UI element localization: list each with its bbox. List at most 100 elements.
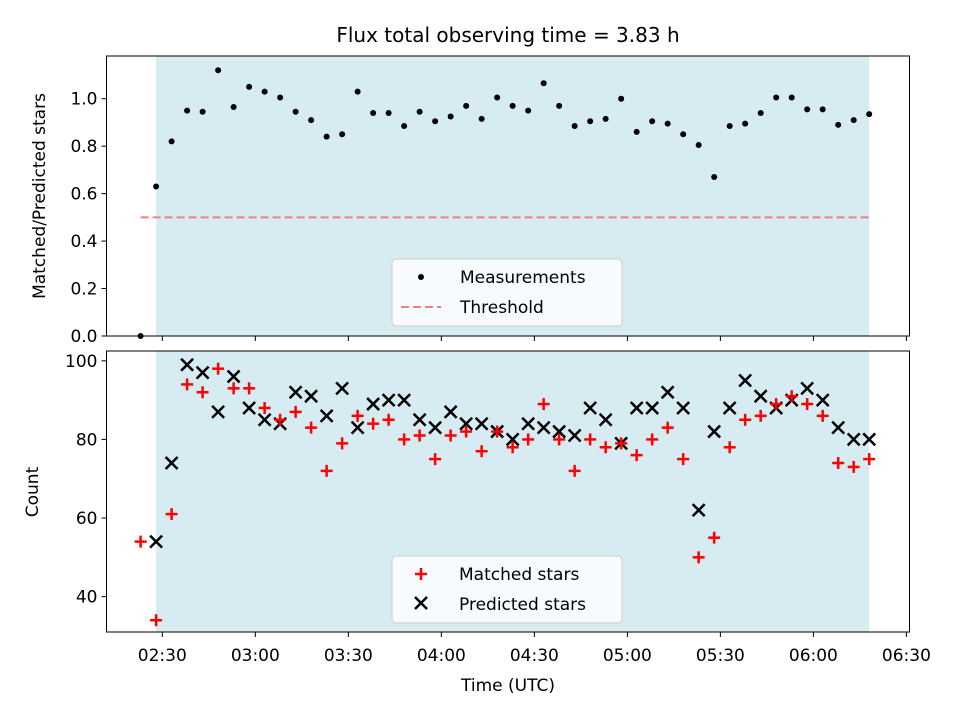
predicted-star-point bbox=[195, 365, 210, 380]
predicted-star-point bbox=[211, 405, 225, 419]
matched-star-point bbox=[165, 508, 178, 521]
measurement-point bbox=[726, 123, 733, 129]
predicted-star-point bbox=[738, 373, 753, 388]
x-axis-label: Time (UTC) bbox=[460, 676, 555, 696]
x-tick-label: 03:00 bbox=[231, 646, 280, 666]
measurement-point bbox=[385, 109, 392, 116]
predicted-star-point bbox=[691, 503, 706, 518]
matched-star-point bbox=[351, 409, 364, 422]
matched-star-point bbox=[785, 390, 798, 403]
matched-star-point bbox=[475, 445, 488, 458]
chart-title: Flux total observing time = 3.83 h bbox=[336, 23, 679, 47]
predicted-star-point bbox=[800, 381, 815, 396]
matched-star-point bbox=[568, 464, 581, 477]
matched-star-point bbox=[754, 409, 767, 422]
measurement-point bbox=[354, 88, 361, 95]
predicted-star-point bbox=[583, 401, 598, 415]
matched-star-point bbox=[646, 433, 659, 446]
top-legend-box bbox=[391, 258, 623, 327]
y-tick-label: 100 bbox=[65, 352, 97, 372]
matched-star-point bbox=[832, 457, 845, 470]
x-tick-label: 02:30 bbox=[138, 646, 187, 666]
measurement-point bbox=[277, 94, 284, 101]
predicted-star-point bbox=[521, 416, 536, 431]
matched-star-point bbox=[630, 449, 643, 462]
measurement-point bbox=[571, 123, 578, 129]
matched-star-point bbox=[770, 398, 783, 411]
measurement-point bbox=[711, 174, 718, 181]
bottom-legend: Matched stars Predicted stars bbox=[391, 555, 623, 624]
bottom-x-ticks: 02:30 03:00 03:30 04:00 04:30 05:00 05:30 06:00… bbox=[138, 632, 931, 666]
predicted-star-point bbox=[180, 357, 194, 372]
matched-star-point bbox=[398, 433, 411, 446]
matched-star-point bbox=[320, 464, 333, 477]
x-tick-label: 06:30 bbox=[882, 646, 931, 666]
legend-threshold-label: Threshold bbox=[459, 298, 544, 318]
matched-star-point bbox=[661, 421, 674, 434]
measurement-point bbox=[230, 104, 237, 111]
predicted-star-point bbox=[505, 432, 520, 447]
measurement-point bbox=[401, 123, 408, 129]
predicted-star-point bbox=[660, 385, 675, 400]
matched-star-point bbox=[305, 421, 318, 434]
predicted-star-point bbox=[397, 393, 412, 408]
measurement-point bbox=[556, 102, 563, 109]
measurement-point bbox=[540, 80, 547, 87]
predicted-star-point bbox=[149, 534, 163, 549]
matched-star-point bbox=[506, 441, 519, 454]
x-tick-label: 05:30 bbox=[696, 646, 745, 666]
y-tick-label: 1.0 bbox=[70, 90, 97, 110]
matched-star-point bbox=[289, 405, 302, 418]
predicted-star-point bbox=[676, 401, 691, 415]
matched-star-point bbox=[723, 441, 736, 454]
matched-star-point bbox=[615, 437, 628, 450]
predicted-star-point bbox=[350, 420, 365, 435]
matched-star-point bbox=[181, 378, 194, 391]
matched-star-point bbox=[847, 460, 860, 473]
legend-predicted-label: Predicted stars bbox=[459, 595, 586, 615]
y-tick-label: 40 bbox=[76, 588, 98, 608]
predicted-star-point bbox=[846, 432, 861, 447]
matched-star-point bbox=[522, 433, 535, 446]
predicted-star-point bbox=[753, 389, 768, 404]
predicted-star-point bbox=[862, 432, 877, 447]
measurement-point bbox=[168, 138, 175, 145]
matched-star-point bbox=[413, 429, 426, 442]
predicted-star-point bbox=[366, 397, 381, 411]
predicted-star-point bbox=[645, 401, 660, 415]
measurement-point bbox=[323, 133, 330, 140]
matched-star-point bbox=[382, 413, 395, 426]
measurement-point bbox=[370, 109, 377, 116]
matched-star-point bbox=[537, 398, 550, 411]
predicted-star-point bbox=[304, 389, 319, 404]
predicted-star-point bbox=[319, 408, 334, 423]
x-tick-label: 04:00 bbox=[417, 646, 466, 666]
y-tick-label: 0.6 bbox=[70, 185, 97, 205]
measurement-point bbox=[463, 102, 470, 109]
matched-star-point bbox=[150, 614, 163, 627]
measurement-point bbox=[509, 102, 516, 109]
matched-star-point bbox=[460, 425, 473, 438]
predicted-star-point bbox=[242, 401, 257, 415]
matched-star-point bbox=[692, 551, 705, 564]
predicted-star-point bbox=[381, 393, 396, 408]
predicted-star-point bbox=[707, 424, 722, 439]
measurement-point bbox=[742, 120, 749, 127]
y-tick-label: 0.8 bbox=[70, 137, 97, 157]
matched-star-point bbox=[816, 409, 829, 422]
measurement-point bbox=[246, 83, 253, 90]
predicted-star-point bbox=[722, 401, 737, 415]
y-tick-label: 0.0 bbox=[70, 327, 97, 347]
predicted-star-point bbox=[831, 420, 846, 435]
measurement-points bbox=[137, 67, 873, 339]
predicted-legend-marker bbox=[414, 596, 428, 610]
legend-matched-label: Matched stars bbox=[459, 565, 579, 585]
bottom-y-ticks: 40 60 80 100 bbox=[65, 352, 107, 608]
predicted-star-point bbox=[288, 385, 303, 400]
measurement-point bbox=[602, 115, 609, 122]
measurement-point bbox=[308, 117, 315, 124]
bottom-legend-box bbox=[391, 555, 623, 624]
measurement-point bbox=[773, 94, 780, 101]
predicted-star-point bbox=[459, 416, 474, 431]
